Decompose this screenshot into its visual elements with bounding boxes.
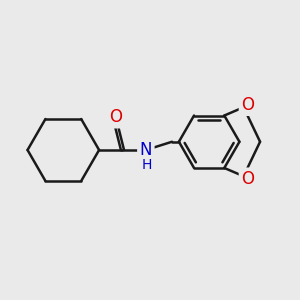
Text: O: O bbox=[241, 95, 254, 113]
Text: N: N bbox=[140, 141, 152, 159]
Text: O: O bbox=[109, 108, 122, 126]
Text: O: O bbox=[241, 170, 254, 188]
Text: H: H bbox=[142, 158, 152, 172]
